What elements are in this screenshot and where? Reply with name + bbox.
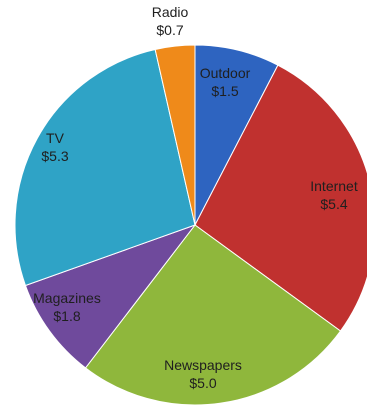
slice-label-newspapers: Newspapers $5.0 [164, 357, 242, 391]
slice-label-outdoor: Outdoor $1.5 [200, 65, 251, 99]
slice-category-internet: Internet [310, 178, 358, 194]
slice-label-radio: Radio $0.7 [152, 4, 189, 38]
slice-category-outdoor: Outdoor [200, 65, 251, 81]
slice-value-newspapers: $5.0 [189, 375, 216, 391]
pie-slice-magazines [24, 223, 197, 369]
slice-category-tv: TV [46, 130, 65, 146]
slice-category-radio: Radio [152, 4, 189, 20]
slice-label-internet: Internet $5.4 [310, 178, 358, 212]
slice-value-internet: $5.4 [320, 196, 347, 212]
pie-slice-tv [14, 48, 196, 287]
pie-slice-internet [194, 64, 367, 332]
slice-category-magazines: Magazines [33, 290, 101, 306]
pie-slice-radio [154, 44, 196, 226]
slice-category-newspapers: Newspapers [164, 357, 242, 373]
slice-value-radio: $0.7 [156, 22, 183, 38]
slice-value-tv: $5.3 [41, 148, 68, 164]
slice-label-tv: TV $5.3 [41, 130, 68, 164]
slice-value-magazines: $1.8 [53, 308, 80, 324]
slice-label-magazines: Magazines $1.8 [33, 290, 101, 324]
slice-value-outdoor: $1.5 [211, 83, 238, 99]
pie-slice-newspapers [84, 224, 342, 406]
